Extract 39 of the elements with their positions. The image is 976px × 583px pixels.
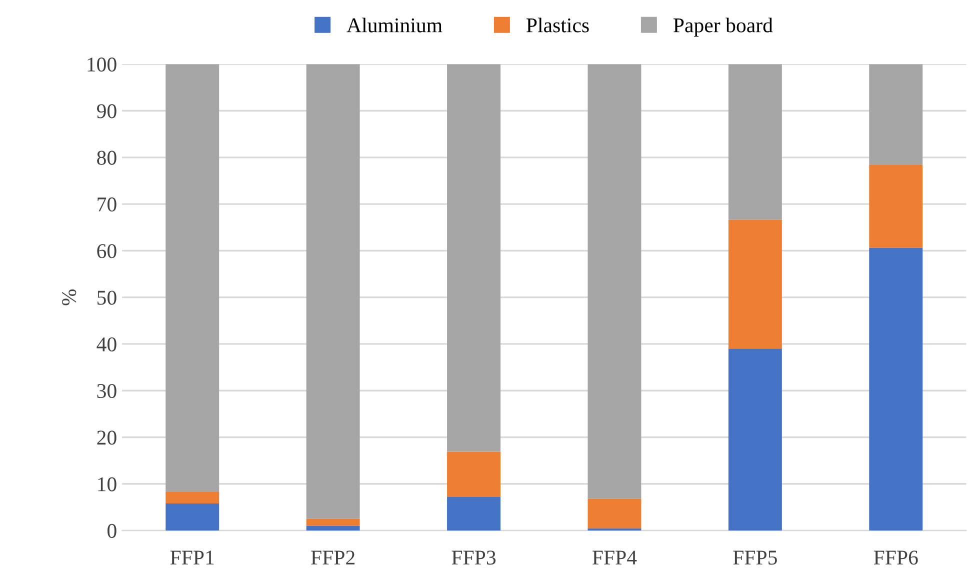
x-tick-label: FFP2 bbox=[311, 550, 354, 564]
bar bbox=[447, 64, 500, 452]
bar bbox=[306, 64, 360, 519]
bar bbox=[588, 528, 642, 531]
legend-label: Aluminium bbox=[346, 18, 442, 32]
bar bbox=[166, 503, 220, 531]
bar bbox=[869, 164, 923, 248]
bar bbox=[166, 491, 220, 504]
x-tick-label: FFP4 bbox=[592, 550, 637, 564]
y-tick-label: 50 bbox=[98, 290, 116, 305]
y-tick-label: 70 bbox=[98, 197, 116, 212]
y-tick-label: 20 bbox=[97, 430, 116, 445]
y-tick-label: 10 bbox=[98, 477, 116, 492]
legend-label: Plastics bbox=[526, 18, 589, 32]
x-tick-label: FFP1 bbox=[170, 550, 214, 564]
bar bbox=[306, 518, 360, 526]
bar bbox=[728, 64, 782, 220]
y-tick-label: 90 bbox=[96, 104, 116, 118]
bar bbox=[447, 452, 500, 497]
bar bbox=[588, 498, 642, 528]
bar bbox=[728, 348, 782, 531]
y-tick-label: 30 bbox=[97, 384, 116, 398]
bar bbox=[588, 64, 642, 499]
y-tick-label: 0 bbox=[108, 524, 116, 538]
bar bbox=[166, 64, 220, 492]
y-tick-label: 60 bbox=[97, 244, 116, 258]
y-tick-label: 40 bbox=[96, 337, 116, 352]
y-axis-title: % bbox=[62, 289, 76, 306]
bar bbox=[728, 220, 782, 349]
x-tick-label: FFP3 bbox=[452, 550, 496, 565]
y-tick-label: 80 bbox=[97, 150, 116, 165]
x-tick-label: FFP6 bbox=[874, 550, 918, 565]
bar bbox=[869, 64, 923, 164]
legend-label: Paper board bbox=[674, 18, 773, 37]
bar bbox=[447, 496, 500, 531]
bar bbox=[869, 248, 923, 531]
x-tick-label: FFP5 bbox=[733, 550, 777, 565]
y-tick-label: 100 bbox=[88, 58, 116, 72]
bar bbox=[306, 526, 360, 531]
